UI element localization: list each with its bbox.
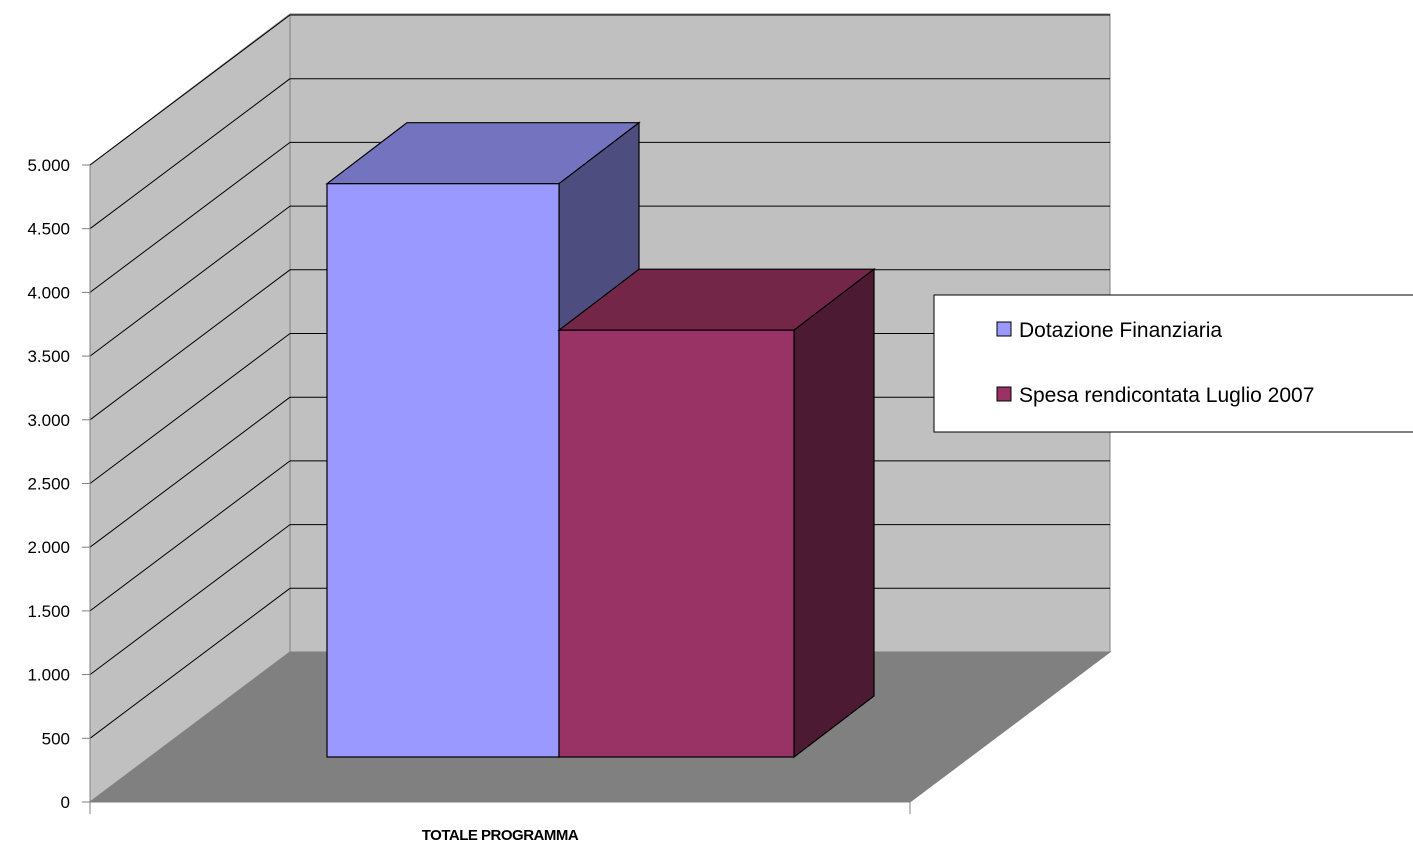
legend-box <box>933 294 1413 433</box>
bar-spesa-rendicontata <box>557 267 876 759</box>
y-tick-label: 3.000 <box>27 411 70 430</box>
y-tick-label: 1.500 <box>27 602 70 621</box>
y-tick-label: 2.500 <box>27 475 70 494</box>
bar-front-face <box>558 329 795 758</box>
gridline-side <box>89 205 291 357</box>
x-axis: TOTALE PROGRAMMA <box>89 801 911 844</box>
y-tick-label: 3.500 <box>27 347 70 366</box>
legend-entry-label: Spesa rendicontata Luglio 2007 <box>1019 384 1314 407</box>
gridline-side <box>89 14 291 166</box>
category-label: TOTALE PROGRAMMA <box>422 827 579 844</box>
gridline-side <box>89 460 291 612</box>
gridline-side <box>89 333 291 484</box>
bars-group <box>325 121 876 759</box>
legend-swatch <box>996 386 1012 402</box>
y-tick-label: 1.000 <box>27 666 70 685</box>
bar-front-face <box>326 183 560 758</box>
gridline-side <box>89 141 291 293</box>
y-tick-label: 5.000 <box>27 156 70 175</box>
gridline-side <box>89 269 291 421</box>
y-tick-label: 4.000 <box>27 283 70 302</box>
y-tick-label: 4.500 <box>27 220 70 239</box>
legend-swatch <box>996 321 1012 337</box>
y-axis: 0 500 1.000 1.500 2.000 2.500 3.000 3.500 4.000 4… <box>27 156 91 812</box>
gridline-side <box>89 78 291 230</box>
y-tick-label: 500 <box>42 729 70 748</box>
legend-entry-label: Dotazione Finanziaria <box>1019 319 1222 342</box>
legend: Dotazione Finanziaria Spesa rendicontata … <box>933 294 1413 433</box>
gridline-side <box>89 524 291 675</box>
gridline-side <box>89 396 291 548</box>
y-tick-label: 0 <box>61 793 70 812</box>
gridline-side <box>89 587 291 739</box>
bar-side-face <box>793 267 875 759</box>
y-tick-label: 2.000 <box>27 538 70 557</box>
